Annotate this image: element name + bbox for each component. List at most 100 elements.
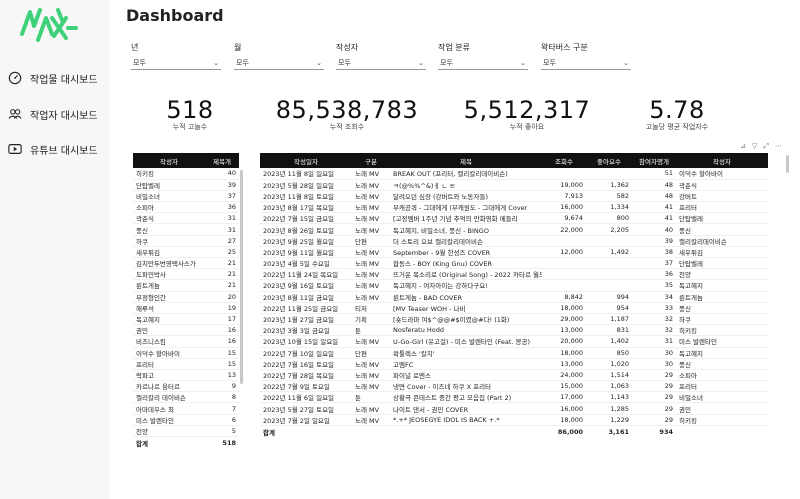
- table-row[interactable]: 륀트게늄 21: [133, 279, 239, 292]
- type-cell: 노래 MV: [352, 268, 390, 281]
- table-row[interactable]: 2023년 5월 28일 일요일 노래 MV ㅋ(@%%^&)ㅔ ㄴ ㅌ 19,000…: [260, 179, 768, 191]
- table-row[interactable]: 캘리칼리 데이비슨 8: [133, 391, 239, 404]
- table-row[interactable]: 소피아 36: [133, 201, 239, 214]
- table-row[interactable]: 2023년 9월 16일 토요일 노래 MV 독고혜지 - 여자아이는 강하다구요!…: [260, 279, 768, 292]
- table-row[interactable]: 곽춘식 31: [133, 212, 239, 225]
- filter-month-select[interactable]: 모두 ⌄: [234, 56, 324, 70]
- participants-cell: 29: [632, 380, 676, 393]
- table-row[interactable]: 락파고 13: [133, 369, 239, 382]
- works-header-date[interactable]: 작성일자: [260, 153, 352, 168]
- focus-mode-icon[interactable]: ⤢: [763, 142, 769, 150]
- pin-icon[interactable]: ⊿: [740, 142, 746, 150]
- table-row[interactable]: 이덕수 할아바이 15: [133, 347, 239, 359]
- table-row[interactable]: 히키킹 40: [133, 168, 239, 180]
- table-row[interactable]: 비밀소녀 37: [133, 190, 239, 203]
- filter-category-label: 작업 분류: [438, 43, 470, 52]
- table-row[interactable]: 2023년 11월 8일 일요일 노래 MV BREAK OUT (프리터, 캘리칼…: [260, 168, 768, 180]
- participants-cell: 38: [632, 246, 676, 259]
- table-row[interactable]: 독고혜지 17: [133, 313, 239, 326]
- table-row[interactable]: 새우튀김 25: [133, 246, 239, 259]
- nav-writer-dashboard-label: 작업자 대시보드: [30, 110, 98, 122]
- writer-count-cell: 31: [205, 223, 239, 236]
- table-row[interactable]: 2023년 5월 27일 토요일 노래 MV 나이트 댄서 - 권민 COVER 16…: [260, 402, 768, 415]
- sidebar: 작업물 대시보드 작업자 대시보드 유튜브 대시보드: [0, 0, 110, 499]
- writer-count-cell: 37: [205, 190, 239, 203]
- table-row[interactable]: 2022년 11월 6일 일요일 툰 상황극 콘테스트 중간 평고 모음집 (Par…: [260, 391, 768, 404]
- table-row[interactable]: 부정형인간 20: [133, 291, 239, 303]
- date-cell: 2023년 9월 25일 월요일: [260, 235, 352, 247]
- filter-writer-select[interactable]: 모두 ⌄: [336, 56, 426, 70]
- table-row[interactable]: 미스 발렌타인 6: [133, 414, 239, 426]
- writers-scrollbar[interactable]: [240, 170, 243, 384]
- title-cell: 더 스토리 오브 캘리칼리데이비슨: [390, 235, 542, 247]
- participants-cell: 32: [632, 324, 676, 337]
- date-cell: 2023년 8월 17일 목요일: [260, 201, 352, 214]
- views-cell: 18,000: [542, 347, 586, 359]
- table-row[interactable]: 2023년 8월 26일 토요일 노래 MV 독고혜지, 비밀소녀, 풍신 - BI…: [260, 223, 768, 236]
- writer-name-cell: 권민: [133, 324, 205, 337]
- table-row[interactable]: 김치만두번영택사스가 21: [133, 257, 239, 270]
- table-row[interactable]: 2022년 11월 24일 목요일 노래 MV 뜨거운 목소리로 (Original…: [260, 268, 768, 281]
- nav-writer-dashboard[interactable]: 작업자 대시보드: [8, 104, 98, 124]
- table-row[interactable]: 프리터 15: [133, 358, 239, 370]
- more-options-icon[interactable]: ⋯: [775, 142, 782, 150]
- nav-work-dashboard[interactable]: 작업물 대시보드: [8, 68, 98, 88]
- filter-year-select[interactable]: 모두 ⌄: [131, 56, 221, 70]
- date-cell: 2022년 7월 9일 토요일: [260, 380, 352, 393]
- works-header-writer[interactable]: 작성자: [676, 153, 768, 168]
- table-row[interactable]: 2022년 7월 9일 토요일 노래 MV 냉면 Cover - 이즈네 하쿠 X …: [260, 380, 768, 393]
- works-header-title[interactable]: 제목: [390, 153, 542, 168]
- writers-total-row: 합계 518: [133, 436, 239, 450]
- works-header-type[interactable]: 구분: [352, 153, 390, 168]
- nav-youtube-dashboard[interactable]: 유튜브 대시보드: [8, 139, 98, 159]
- table-row[interactable]: 2022년 7월 15일 금요일 노래 MV [고정멤버 1주년 기념 추억의 만화…: [260, 212, 768, 225]
- views-cell: 20,000: [542, 335, 586, 348]
- writer-cell: 미스 발렌타인: [676, 335, 768, 348]
- table-row[interactable]: 풍신 31: [133, 223, 239, 236]
- writer-cell: 단탑벨레: [676, 212, 768, 225]
- table-row[interactable]: 2023년 1월 27일 금요일 기획 [숏드라마 여$^@@#$이였@#다! (1…: [260, 313, 768, 326]
- table-row[interactable]: 2023년 3월 3일 금요일 툰 Nosferatu Hodd 13,000 831 3…: [260, 324, 768, 337]
- works-scrollbar[interactable]: [786, 155, 789, 173]
- writer-name-cell: 도파민박사: [133, 268, 205, 281]
- writers-header-name[interactable]: 작성자: [133, 153, 205, 168]
- table-row[interactable]: 단탑벨레 39: [133, 179, 239, 191]
- table-row[interactable]: 2023년 9월 25일 월요일 단편 더 스토리 오브 캘리칼리데이비슨 39 캘리칼…: [260, 235, 768, 247]
- writers-header-count[interactable]: 제목개: [205, 153, 239, 168]
- table-row[interactable]: 비즈니스킴 16: [133, 335, 239, 348]
- table-row[interactable]: 2023년 7월 2일 일요일 노래 MV *.+* JEOSEGYE IDOL I…: [260, 414, 768, 426]
- filter-waktaverse-select[interactable]: 모두 ⌄: [541, 56, 631, 70]
- type-cell: 기획: [352, 313, 390, 326]
- views-cell: 18,000: [542, 302, 586, 314]
- type-cell: 노래 MV: [352, 201, 390, 214]
- table-row[interactable]: 권민 16: [133, 324, 239, 337]
- nav-work-dashboard-label: 작업물 대시보드: [30, 74, 98, 86]
- works-header-likes[interactable]: 좋아요수: [586, 153, 632, 168]
- title-cell: 부캐공쿼 - 그대에게 (부캐원도 - 그대에게 Cover: [390, 201, 542, 214]
- works-header-participants[interactable]: 참여자명개: [632, 153, 676, 168]
- table-row[interactable]: 2022년 11월 25일 금요일 티저 [MV Teaser WOH - 나비 18…: [260, 302, 768, 314]
- table-row[interactable]: 2023년 11월 8일 토요일 노래 MV 달려오던 심장 (강버트와 노동자들)…: [260, 190, 768, 203]
- views-cell: 8,842: [542, 291, 586, 303]
- table-row[interactable]: 천양 5: [133, 425, 239, 438]
- table-row[interactable]: 해루석 19: [133, 302, 239, 314]
- table-row[interactable]: 2022년 7월 16일 토요일 노래 MV 고멤FC 13,000 1,020 30 풍신: [260, 358, 768, 370]
- table-row[interactable]: 2023년 4월 5일 수요일 노래 MV 합동스 - BOY (King Gnu)…: [260, 257, 768, 270]
- table-row[interactable]: 카르나르 융터르 9: [133, 380, 239, 393]
- table-row[interactable]: 2022년 7월 28일 목요일 노래 MV 파이널 로멘스 24,000 1,514 2…: [260, 369, 768, 382]
- writer-name-cell: 캘리칼리 데이비슨: [133, 391, 205, 404]
- filter-icon[interactable]: ▽: [752, 142, 758, 150]
- table-row[interactable]: 2023년 8월 17일 목요일 노래 MV 부캐공쿼 - 그대에게 (부캐원도 -…: [260, 201, 768, 214]
- title-cell: 파이널 로멘스: [390, 369, 542, 382]
- table-row[interactable]: 2023년 10월 15일 일요일 노래 MV U-Go-Girl (유고걸) - …: [260, 335, 768, 348]
- works-header-views[interactable]: 조회수: [542, 153, 586, 168]
- filter-category-select[interactable]: 모두 ⌄: [438, 56, 528, 70]
- views-cell: 7,913: [542, 190, 586, 203]
- table-row[interactable]: 2023년 8월 11일 금요일 노래 MV 륀트게늄 - BAD COVER 8,8…: [260, 291, 768, 303]
- table-row[interactable]: 하쿠 27: [133, 235, 239, 247]
- table-row[interactable]: 2023년 9월 11일 월요일 노래 MV September - 9월 한성즈 …: [260, 246, 768, 259]
- table-row[interactable]: 2022년 7월 10일 일요일 단편 왁툴렉스 '칼치' 18,000 850 30 독고…: [260, 347, 768, 359]
- table-row[interactable]: 도파민박사 21: [133, 268, 239, 281]
- writer-count-cell: 13: [205, 369, 239, 382]
